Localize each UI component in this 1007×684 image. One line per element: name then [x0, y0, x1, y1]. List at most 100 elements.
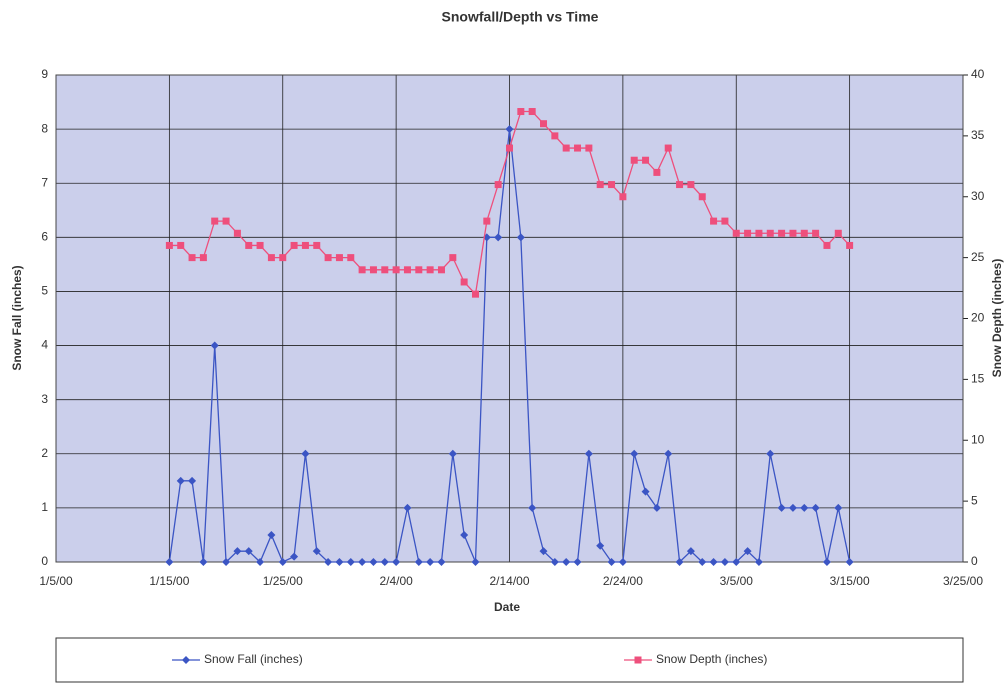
data-point	[426, 266, 434, 274]
data-point	[358, 266, 366, 274]
data-point	[426, 558, 435, 566]
data-point	[403, 266, 411, 274]
data-point	[585, 144, 593, 152]
data-point	[494, 181, 502, 189]
data-point	[618, 558, 627, 566]
data-point	[550, 558, 559, 566]
y2-tick-label: 10	[971, 432, 985, 446]
data-point	[244, 547, 253, 556]
data-point	[324, 254, 332, 262]
data-point	[834, 229, 842, 237]
data-point	[233, 229, 241, 237]
data-point	[584, 449, 593, 458]
x-tick-label: 2/24/00	[603, 574, 643, 588]
data-point	[698, 193, 706, 201]
data-point	[664, 144, 672, 152]
data-point	[744, 229, 752, 237]
data-point	[652, 503, 661, 512]
chart-title: Snowfall/Depth vs Time	[442, 9, 599, 25]
data-point	[641, 487, 650, 496]
data-point	[710, 217, 718, 225]
legend	[55, 637, 964, 683]
data-point	[256, 241, 264, 249]
y2-tick-label: 35	[971, 128, 985, 142]
y2-tick-label: 30	[971, 189, 985, 203]
y2-tick-label: 5	[971, 493, 978, 507]
plot-border	[55, 74, 964, 563]
data-point	[709, 558, 718, 566]
x-tick-label: 2/4/00	[379, 574, 413, 588]
data-point	[335, 558, 344, 566]
data-point	[732, 558, 741, 566]
data-point	[437, 558, 446, 566]
y2-axis-title: Snow Depth (inches)	[990, 259, 1004, 378]
data-point	[630, 156, 638, 164]
data-point	[777, 503, 786, 512]
y-tick-label: 6	[41, 230, 48, 244]
data-point	[619, 193, 627, 201]
data-point	[551, 132, 559, 140]
data-point	[392, 266, 400, 274]
data-point	[675, 558, 684, 566]
data-point	[188, 476, 197, 485]
data-point	[188, 254, 196, 262]
data-point	[698, 558, 707, 566]
data-point	[245, 241, 253, 249]
y2-tick-label: 25	[971, 250, 985, 264]
x-tick-label: 3/5/00	[720, 574, 754, 588]
legend-label: Snow Depth (inches)	[656, 652, 767, 666]
data-point	[800, 229, 808, 237]
y2-tick-label: 0	[971, 554, 978, 568]
data-point	[369, 266, 377, 274]
data-point	[369, 558, 378, 566]
data-point	[562, 144, 570, 152]
data-point	[562, 558, 571, 566]
y-tick-label: 7	[41, 175, 48, 189]
y-tick-label: 4	[41, 338, 48, 352]
data-point	[290, 241, 298, 249]
data-point	[596, 541, 605, 550]
data-point	[608, 181, 616, 189]
data-point	[222, 217, 230, 225]
y-tick-label: 2	[41, 446, 48, 460]
data-point	[222, 558, 231, 566]
data-point	[686, 547, 695, 556]
data-point	[664, 449, 673, 458]
data-point	[210, 341, 219, 350]
data-point	[448, 449, 457, 458]
data-point	[267, 254, 275, 262]
data-point	[346, 558, 355, 566]
data-point	[822, 558, 831, 566]
legend-label: Snow Fall (inches)	[204, 652, 303, 666]
data-point	[471, 558, 480, 566]
y2-tick-label: 15	[971, 372, 985, 386]
data-point	[460, 278, 468, 286]
data-point	[596, 181, 604, 189]
x-axis-title: Date	[494, 600, 520, 614]
data-point	[256, 558, 265, 566]
data-point	[721, 217, 729, 225]
data-point	[506, 144, 513, 152]
data-point	[403, 503, 412, 512]
y2-tick-label: 20	[971, 311, 985, 325]
x-tick-label: 1/25/00	[263, 574, 303, 588]
data-point	[642, 156, 650, 164]
y-tick-label: 3	[41, 392, 48, 406]
data-point	[177, 241, 185, 249]
data-point	[754, 558, 763, 566]
data-point	[676, 181, 684, 189]
y-tick-label: 9	[41, 67, 48, 81]
data-point	[766, 229, 774, 237]
data-point	[494, 233, 503, 242]
data-point	[279, 254, 287, 262]
data-point	[845, 558, 854, 566]
x-tick-label: 3/15/00	[830, 574, 870, 588]
data-point	[471, 290, 479, 298]
data-point	[460, 530, 469, 539]
data-point	[778, 229, 786, 237]
data-point	[630, 449, 639, 458]
data-point	[743, 547, 752, 556]
data-point	[834, 503, 843, 512]
y-axis-title: Snow Fall (inches)	[10, 265, 24, 370]
